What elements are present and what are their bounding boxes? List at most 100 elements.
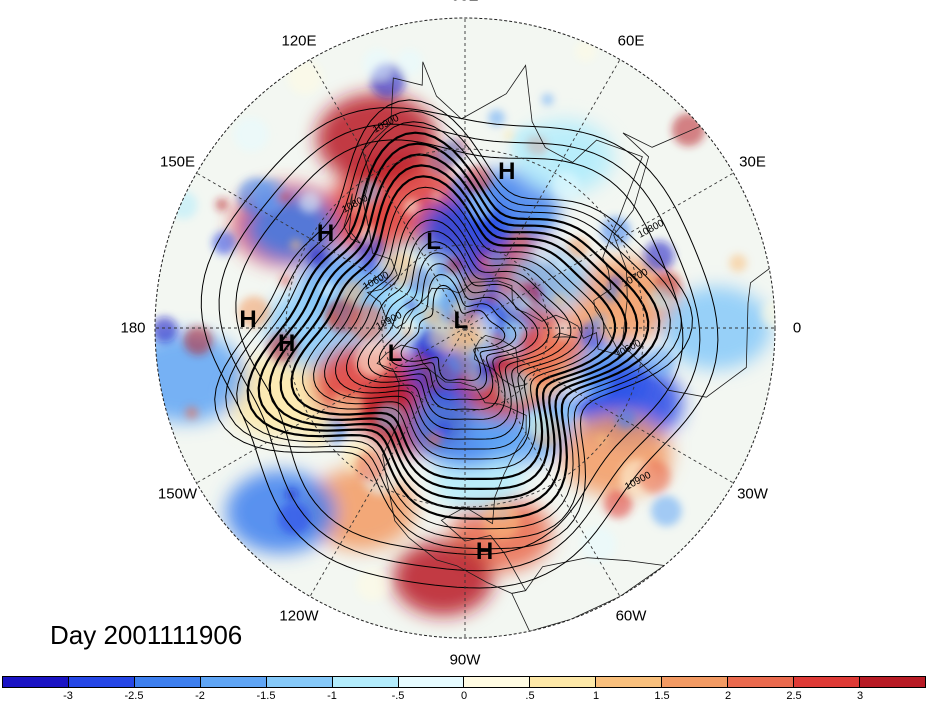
latitude-circle bbox=[381, 244, 549, 412]
height-contour bbox=[302, 186, 605, 470]
colorbar-swatch bbox=[3, 677, 69, 687]
anomaly-speck bbox=[212, 231, 236, 255]
colorbar-tick-label: 1 bbox=[592, 690, 600, 702]
colorbar-tick-label: -2.5 bbox=[124, 690, 144, 702]
coastline bbox=[613, 121, 775, 398]
anomaly-speck bbox=[403, 198, 420, 215]
anomaly-speck bbox=[551, 171, 580, 200]
height-contour bbox=[324, 208, 583, 450]
anomaly-speck bbox=[608, 275, 623, 290]
high-pressure-marker: H bbox=[475, 538, 494, 566]
anomaly-speck bbox=[574, 418, 585, 429]
colorbar-swatch bbox=[464, 677, 531, 687]
meridian-line bbox=[464, 59, 621, 329]
colorbar-swatch bbox=[200, 677, 267, 687]
longitude-label: 60E bbox=[617, 32, 645, 49]
map-border bbox=[154, 17, 776, 639]
anomaly-speck bbox=[155, 316, 178, 343]
meridian-line bbox=[309, 59, 466, 329]
longitude-label: 150W bbox=[157, 485, 198, 503]
anomaly-speck bbox=[761, 301, 775, 328]
anomaly-speck bbox=[729, 254, 747, 272]
meridian-line bbox=[464, 327, 621, 597]
colorbar-tick-label: -3 bbox=[63, 690, 73, 702]
anomaly-speck bbox=[233, 117, 269, 152]
anomaly-speck bbox=[278, 191, 291, 204]
height-contour bbox=[200, 107, 719, 589]
longitude-label: 150E bbox=[159, 153, 196, 171]
colorbar-swatch bbox=[398, 677, 465, 687]
colorbar-swatch bbox=[332, 677, 399, 687]
high-pressure-marker: H bbox=[239, 306, 257, 334]
height-contour bbox=[279, 164, 628, 491]
low-pressure-marker: L bbox=[453, 307, 469, 334]
anomaly-speck bbox=[298, 191, 321, 214]
anomaly-speck bbox=[671, 113, 706, 147]
height-contour bbox=[389, 273, 517, 391]
anomaly-speck bbox=[340, 385, 357, 402]
longitude-label: 90E bbox=[452, 0, 479, 5]
meridian-line bbox=[464, 327, 734, 484]
colorbar-swatch bbox=[859, 677, 925, 687]
longitude-label: 120W bbox=[279, 607, 319, 624]
anomaly-speck bbox=[482, 502, 521, 540]
high-pressure-marker: H bbox=[278, 329, 296, 357]
high-pressure-marker: H bbox=[498, 158, 516, 186]
anomaly-speck bbox=[598, 318, 621, 341]
anomaly-blob bbox=[393, 540, 494, 616]
anomaly-speck bbox=[354, 341, 391, 377]
colorbar-tick-label: -.5 bbox=[391, 690, 405, 702]
anomaly-speck bbox=[430, 355, 462, 387]
meridian-line bbox=[196, 172, 466, 329]
anomaly-speck bbox=[449, 322, 481, 355]
anomaly-speck bbox=[183, 326, 213, 355]
height-contour bbox=[235, 139, 684, 556]
anomaly-speck bbox=[287, 60, 323, 95]
height-contour bbox=[218, 123, 701, 572]
colorbar-swatch bbox=[794, 677, 860, 687]
anomaly-speck bbox=[519, 328, 541, 350]
anomaly-speck bbox=[459, 273, 488, 302]
coastline bbox=[474, 334, 527, 388]
anomaly-speck bbox=[396, 49, 423, 76]
height-contour bbox=[214, 99, 693, 550]
anomaly-speck bbox=[356, 568, 389, 601]
longitude-label: 30W bbox=[737, 485, 768, 503]
anomaly-speck bbox=[363, 48, 393, 79]
colorbar-tick-label: 3 bbox=[856, 690, 864, 702]
anomaly-speck bbox=[644, 240, 675, 271]
anomaly-blob bbox=[316, 93, 437, 184]
height-contours bbox=[200, 99, 719, 589]
anomaly-speck bbox=[554, 255, 571, 273]
longitude-label: 0 bbox=[792, 319, 802, 337]
colorbar-swatch bbox=[596, 677, 663, 687]
colorbar-swatch bbox=[728, 677, 795, 687]
anomaly-speck bbox=[267, 332, 298, 362]
height-contour bbox=[313, 197, 594, 460]
longitude-label: 30E bbox=[739, 153, 766, 171]
anomaly-speck bbox=[445, 257, 464, 275]
anomaly-speck bbox=[185, 406, 199, 420]
colorbar-tick-label: -2 bbox=[195, 690, 205, 702]
longitude-label: 180 bbox=[120, 319, 146, 337]
anomaly-speck bbox=[596, 433, 609, 446]
colorbar-swatch bbox=[134, 677, 201, 687]
anomaly-speck bbox=[541, 93, 554, 106]
colorbar-tick-label: 0 bbox=[460, 690, 468, 702]
anomaly-blob bbox=[661, 286, 771, 370]
longitude-label: 90W bbox=[449, 651, 481, 669]
anomaly-speck bbox=[552, 293, 566, 307]
colorbar-swatch bbox=[68, 677, 135, 687]
anomaly-speck bbox=[422, 305, 443, 326]
colorbar-tick-label: 2 bbox=[724, 690, 732, 702]
height-contour bbox=[378, 263, 528, 401]
colorbar-tick-label: 2.5 bbox=[786, 690, 802, 702]
high-pressure-marker: H bbox=[316, 219, 335, 247]
longitude-label: 120E bbox=[281, 32, 317, 49]
height-contour bbox=[236, 121, 671, 530]
anomaly-speck bbox=[252, 178, 288, 214]
low-pressure-marker: L bbox=[426, 227, 441, 255]
anomaly-speck bbox=[488, 109, 505, 127]
